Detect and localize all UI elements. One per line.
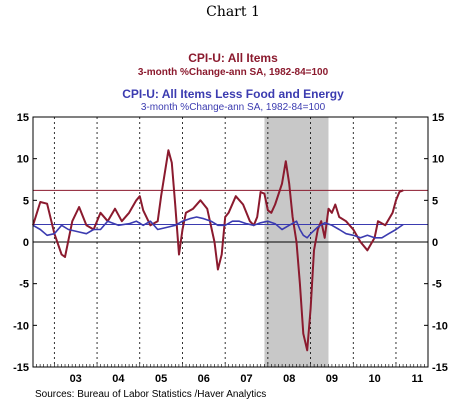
y-tick-label-left: 15	[17, 112, 29, 124]
legend: CPI-U: All Items 3-month %Change-ann SA,…	[122, 51, 344, 113]
y-tick-label-left: -5	[19, 279, 29, 291]
x-tick-label: 09	[326, 373, 338, 385]
y-tick-label-right: 10	[432, 154, 444, 166]
y-tick-label-right: -10	[432, 320, 448, 332]
y-tick-label-right: -15	[432, 362, 448, 374]
legend-subtitle-core: 3-month %Change-ann SA, 1982-84=100	[141, 102, 326, 113]
series-line-core	[32, 216, 404, 239]
source-note: Sources: Bureau of Labor Statistics /Hav…	[35, 389, 266, 400]
chart-title: Chart 1	[206, 4, 260, 20]
legend-subtitle-all-items: 3-month %Change-ann SA, 1982-84=100	[138, 67, 329, 78]
y-tick-label-left: 5	[23, 195, 29, 207]
x-tick-label: 05	[155, 373, 167, 385]
x-tick-label: 04	[112, 373, 125, 385]
legend-title-all-items: CPI-U: All Items	[188, 51, 278, 65]
legend-title-core: CPI-U: All Items Less Food and Energy	[122, 87, 344, 101]
x-tick-label: 06	[198, 373, 210, 385]
y-tick-label-left: -10	[13, 320, 29, 332]
x-tick-label: 11	[412, 373, 424, 385]
series-line-all-items	[32, 149, 404, 352]
y-tick-label-left: 0	[23, 237, 29, 249]
y-tick-label-right: 5	[432, 195, 438, 207]
x-tick-label: 10	[368, 373, 380, 385]
x-tick-label: 08	[283, 373, 295, 385]
x-tick-label: 03	[70, 373, 82, 385]
y-tick-label-left: 10	[17, 154, 29, 166]
y-tick-label-right: 0	[432, 237, 438, 249]
y-tick-label-right: 15	[432, 112, 444, 124]
x-tick-label: 07	[240, 373, 252, 385]
plot-area: 15 15 10 10 5 5 0 0 -5 -5 -10 -10 -15 -15 03 04 05 06 07 08…	[13, 112, 448, 385]
y-tick-label-right: -5	[432, 279, 442, 291]
y-tick-label-left: -15	[13, 362, 29, 374]
